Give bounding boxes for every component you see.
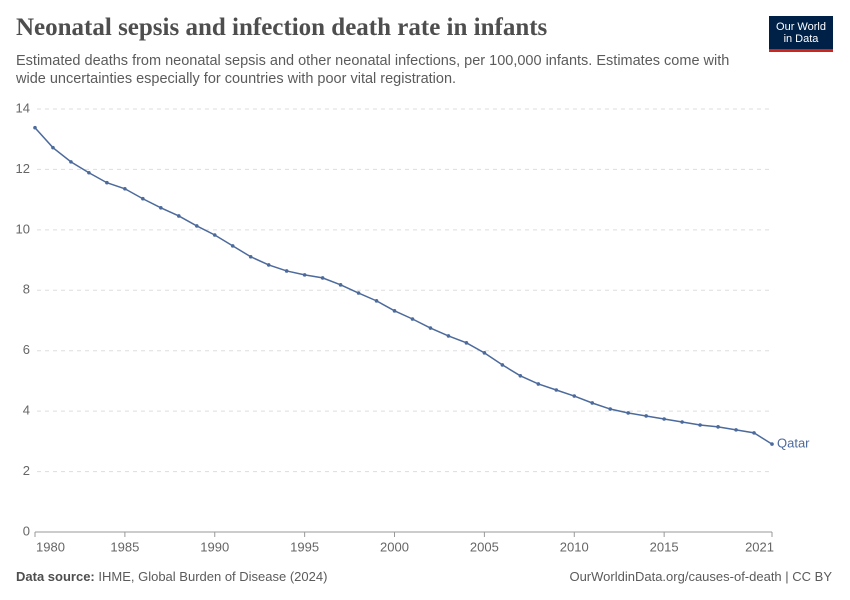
point: [51, 145, 55, 150]
point: [69, 160, 73, 164]
x-tick-label: 1985: [110, 539, 139, 554]
point: [428, 326, 433, 330]
point: [302, 273, 307, 277]
point: [608, 407, 613, 411]
point: [626, 411, 630, 415]
point: [734, 428, 738, 432]
chart-title: Neonatal sepsis and infection death rate…: [16, 14, 548, 41]
y-tick-label: 0: [23, 523, 30, 538]
point: [464, 341, 469, 345]
point: [33, 125, 37, 130]
point: [536, 382, 541, 386]
point: [87, 170, 91, 175]
point: [770, 442, 774, 446]
point: [590, 401, 595, 405]
point: [248, 254, 253, 259]
point: [716, 425, 720, 429]
point: [374, 299, 379, 303]
source: Data source: IHME, Global Burden of Dise…: [16, 569, 327, 584]
point: [284, 269, 289, 273]
logo[interactable]: Our World in Data: [769, 16, 833, 52]
point: [752, 431, 756, 435]
point: [446, 334, 451, 338]
point: [680, 420, 684, 424]
y-tick-label: 12: [16, 161, 30, 176]
point: [320, 276, 325, 280]
logo-line: in Data: [783, 33, 819, 45]
point: [194, 224, 199, 228]
y-tick-label: 4: [23, 403, 30, 418]
point: [123, 186, 127, 191]
x-tick-label: 2000: [380, 539, 409, 554]
source-label: Data source:: [16, 569, 95, 584]
series-label: Qatar: [777, 436, 810, 451]
point: [212, 233, 217, 237]
y-tick-label: 2: [23, 463, 30, 478]
y-tick-label: 10: [16, 221, 30, 236]
point: [662, 417, 666, 421]
source-text: IHME, Global Burden of Disease (2024): [98, 569, 328, 584]
line: [34, 127, 773, 445]
x-tick-label: 1980: [36, 539, 65, 554]
x-tick-label: 1990: [200, 539, 229, 554]
point: [159, 206, 163, 210]
point: [266, 263, 271, 267]
point: [644, 414, 648, 418]
point: [500, 363, 505, 367]
chart-subtitle: Estimated deaths from neonatal sepsis an…: [16, 53, 730, 87]
point: [356, 291, 361, 295]
point: [572, 394, 577, 398]
x-tick-label: 1995: [290, 539, 319, 554]
x-tick-label: 2021: [745, 539, 774, 554]
y-tick-label: 6: [23, 342, 30, 357]
point: [392, 309, 397, 313]
x-tick-label: 2010: [560, 539, 589, 554]
url[interactable]: OurWorldinData.org/causes-of-death | CC …: [569, 569, 832, 584]
point: [482, 351, 487, 355]
x-tick-label: 2005: [470, 539, 499, 554]
point: [105, 180, 109, 185]
point: [410, 317, 415, 321]
logo-line: Our World: [776, 21, 826, 33]
point: [518, 373, 523, 378]
y-tick-label: 8: [23, 282, 30, 297]
point: [177, 214, 181, 218]
point: [554, 388, 559, 392]
point: [141, 196, 145, 201]
point: [338, 283, 343, 287]
point: [698, 423, 702, 427]
y-tick-label: 14: [16, 100, 30, 115]
x-tick-label: 2015: [650, 539, 679, 554]
point: [230, 244, 235, 248]
